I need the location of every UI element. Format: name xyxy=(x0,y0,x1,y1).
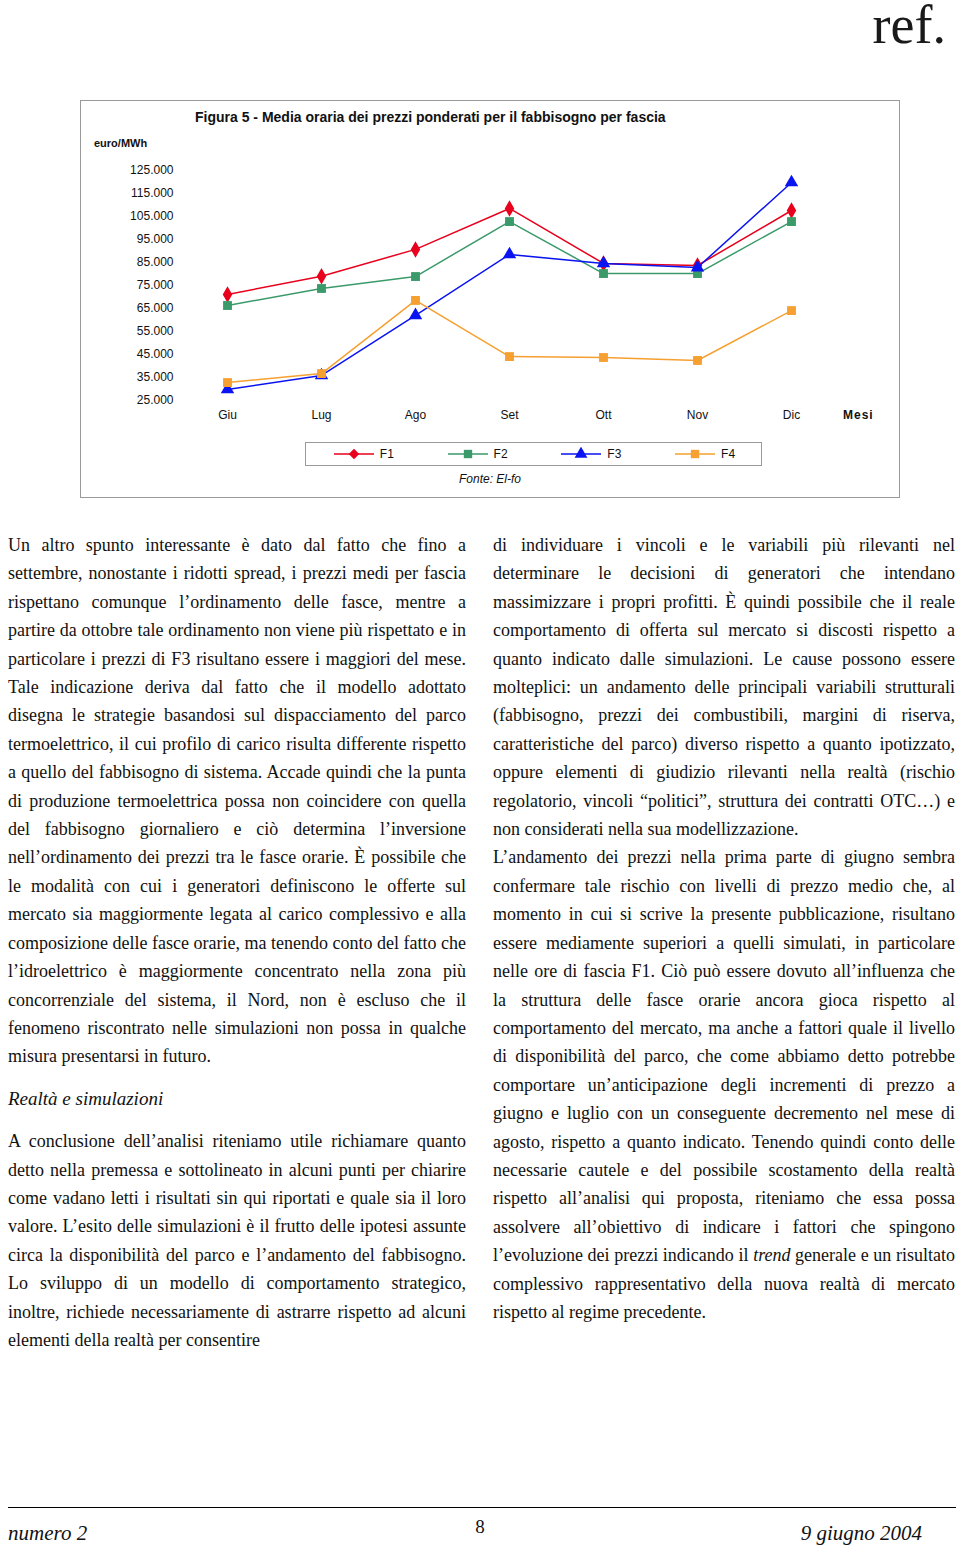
svg-text:85.000: 85.000 xyxy=(137,255,174,269)
html-text:numero 2: numero 2 xyxy=(8,1521,88,1545)
html-text:euro/MWh: euro/MWh xyxy=(94,137,148,149)
svg-text:125.000: 125.000 xyxy=(130,163,174,177)
svg-text:65.000: 65.000 xyxy=(137,301,174,315)
svg-text:Nov: Nov xyxy=(687,408,708,422)
html-text:F1: F1 xyxy=(379,447,394,461)
html-text:di individuare i vincoli e le: di individuare i vincoli e le variabili … xyxy=(493,535,955,840)
svg-text:Giu: Giu xyxy=(218,408,237,422)
html-text:A conclusione dell’analisi rit: A conclusione dell’analisi riteniamo uti… xyxy=(8,1131,466,1350)
svg-text:55.000: 55.000 xyxy=(137,324,174,338)
svg-text:Ott: Ott xyxy=(595,408,612,422)
html-text:9 giugno 2004: 9 giugno 2004 xyxy=(800,1521,922,1545)
svg-text:Ago: Ago xyxy=(405,408,427,422)
svg-text:Set: Set xyxy=(500,408,519,422)
svg-text:35.000: 35.000 xyxy=(137,370,174,384)
svg-text:Lug: Lug xyxy=(311,408,331,422)
html-text:L’andamento dei prezzi nella p: L’andamento dei prezzi nella prima parte… xyxy=(493,847,955,1322)
html-text:F3: F3 xyxy=(607,447,622,461)
svg-text:105.000: 105.000 xyxy=(130,209,174,223)
svg-text:45.000: 45.000 xyxy=(137,347,174,361)
svg-text:25.000: 25.000 xyxy=(137,393,174,407)
html-text:Mesi: Mesi xyxy=(843,408,874,422)
html-text:F2: F2 xyxy=(493,447,508,461)
html-text:Un altro spunto interessante è: Un altro spunto interessante è dato dal … xyxy=(8,535,466,1067)
svg-text:75.000: 75.000 xyxy=(137,278,174,292)
html-text:Realtà e simulazioni: Realtà e simulazioni xyxy=(8,1087,164,1109)
html-text:8: 8 xyxy=(475,1516,485,1537)
html-text:Figura 5 - Media oraria dei pr: Figura 5 - Media oraria dei prezzi ponde… xyxy=(195,109,666,125)
html-text:Fonte: El-fo: Fonte: El-fo xyxy=(459,472,521,486)
svg-text:Dic: Dic xyxy=(783,408,800,422)
html-text:F4: F4 xyxy=(721,447,736,461)
svg-text:95.000: 95.000 xyxy=(137,232,174,246)
svg-text:115.000: 115.000 xyxy=(131,186,174,200)
